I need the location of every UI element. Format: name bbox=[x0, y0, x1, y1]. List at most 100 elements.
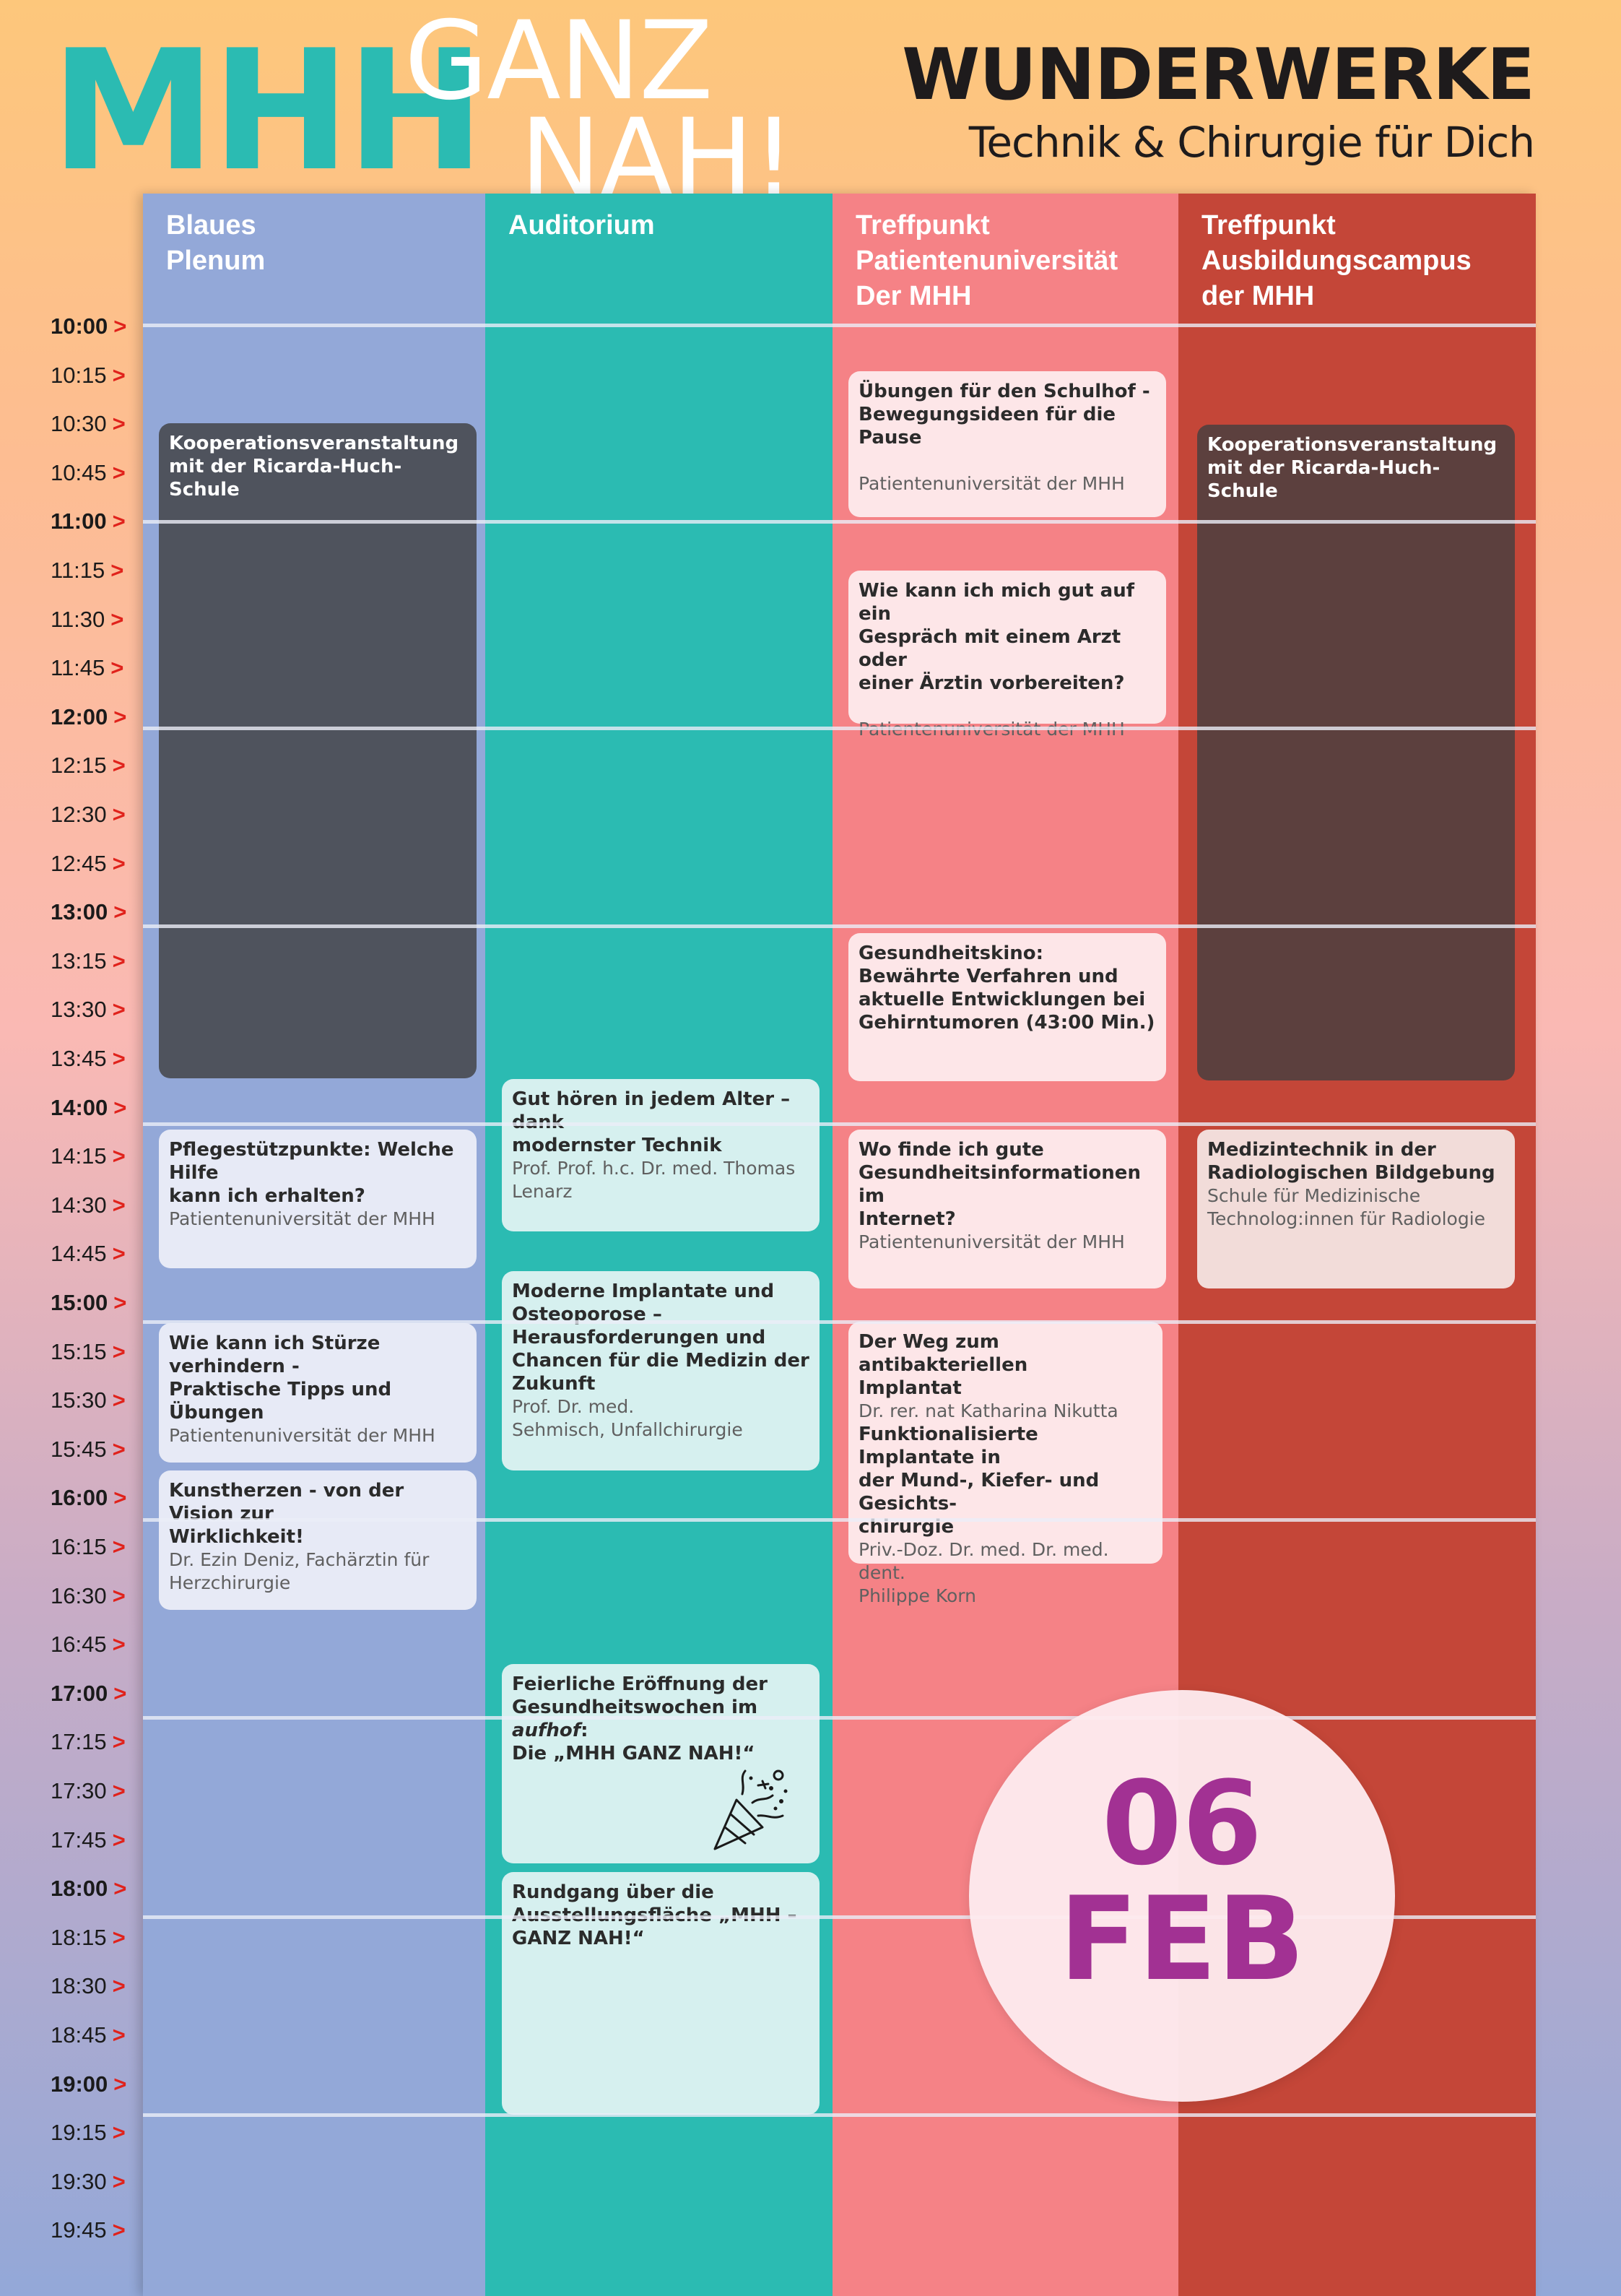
time-label: 13:30 > bbox=[51, 997, 126, 1023]
event-speaker: Patientenuniversität der MHH bbox=[169, 1425, 435, 1446]
time-label: 11:30 > bbox=[51, 606, 124, 632]
event-card[interactable]: Pflegestützpunkte: Welche Hilfe kann ich… bbox=[159, 1130, 477, 1268]
time-label: 12:30 > bbox=[51, 802, 126, 827]
time-label: 17:15 > bbox=[51, 1729, 126, 1755]
event-card[interactable]: Moderne Implantate und Osteoporose – Her… bbox=[502, 1271, 820, 1470]
time-arrow-icon: > bbox=[112, 1192, 126, 1218]
event-card[interactable]: Wo finde ich gute Gesundheitsinformation… bbox=[848, 1130, 1166, 1288]
column-header: Blaues Plenum bbox=[166, 210, 266, 276]
event-speaker: Prof. Dr. med. Sehmisch, Unfallchirurgie bbox=[512, 1396, 743, 1440]
hour-line bbox=[143, 1122, 1536, 1126]
time-label: 16:45 > bbox=[51, 1632, 126, 1658]
time-arrow-icon: > bbox=[113, 2071, 127, 2097]
time-arrow-icon: > bbox=[112, 1632, 126, 1658]
time-label: 13:15 > bbox=[51, 948, 126, 974]
time-label: 17:30 > bbox=[51, 1778, 126, 1803]
hour-line bbox=[143, 1716, 1536, 1720]
event-title: Wie kann ich Stürze verhindern - Praktis… bbox=[169, 1333, 392, 1424]
time-arrow-icon: > bbox=[112, 2217, 126, 2243]
time-label: 19:30 > bbox=[51, 2168, 126, 2194]
time-label: 14:00 > bbox=[51, 1094, 127, 1120]
time-arrow-icon: > bbox=[112, 1387, 126, 1413]
event-speaker: Dr. rer. nat Katharina Nikutta bbox=[859, 1400, 1118, 1421]
event-card[interactable]: Gesundheitskino: Bewährte Verfahren und … bbox=[848, 933, 1166, 1081]
event-card[interactable]: Feierliche Eröffnung der Gesundheitswoch… bbox=[502, 1664, 820, 1863]
logo-mhh: MHH bbox=[51, 15, 485, 208]
column-header: Treffpunkt Ausbildungscampus der MHH bbox=[1201, 210, 1472, 311]
time-arrow-icon: > bbox=[113, 1680, 127, 1706]
hour-line bbox=[143, 2113, 1536, 2117]
time-arrow-icon: > bbox=[113, 313, 127, 339]
time-label: 19:45 > bbox=[51, 2217, 126, 2243]
time-arrow-icon: > bbox=[112, 1534, 126, 1559]
event-card[interactable]: Wie kann ich Stürze verhindern - Praktis… bbox=[159, 1323, 477, 1463]
time-arrow-icon: > bbox=[112, 1241, 126, 1267]
time-arrow-icon: > bbox=[112, 997, 126, 1023]
time-label: 10:15 > bbox=[51, 362, 126, 388]
time-arrow-icon: > bbox=[113, 1876, 127, 1902]
time-arrow-icon: > bbox=[112, 2120, 126, 2146]
time-label: 18:30 > bbox=[51, 1973, 126, 1999]
time-arrow-icon: > bbox=[113, 1290, 127, 1315]
time-arrow-icon: > bbox=[112, 753, 126, 779]
time-arrow-icon: > bbox=[112, 1924, 126, 1950]
event-title: Feierliche Eröffnung der Gesundheitswoch… bbox=[512, 1673, 768, 1764]
event-title: Gesundheitskino: Bewährte Verfahren und … bbox=[859, 943, 1155, 1034]
time-label: 11:15 > bbox=[51, 558, 124, 583]
date-badge: 06 FEB bbox=[969, 1690, 1395, 2102]
time-arrow-icon: > bbox=[112, 948, 126, 974]
event-card[interactable]: Übungen für den Schulhof - Bewegungsidee… bbox=[848, 371, 1166, 517]
event-title: Kooperationsveranstaltung mit der Ricard… bbox=[169, 433, 459, 501]
event-card[interactable]: Kooperationsveranstaltung mit der Ricard… bbox=[159, 423, 477, 1078]
time-label: 16:15 > bbox=[51, 1534, 126, 1559]
time-arrow-icon: > bbox=[112, 1143, 126, 1169]
time-label: 16:00 > bbox=[51, 1485, 127, 1511]
time-label: 14:15 > bbox=[51, 1143, 126, 1169]
event-card[interactable]: Wie kann ich mich gut auf ein Gespräch m… bbox=[848, 571, 1166, 740]
time-arrow-icon: > bbox=[110, 558, 124, 583]
event-card[interactable]: Gut hören in jedem Alter – dank modernst… bbox=[502, 1079, 820, 1231]
event-title: Wo finde ich gute Gesundheitsinformation… bbox=[859, 1139, 1141, 1230]
time-label: 12:00 > bbox=[51, 703, 127, 729]
time-label: 13:00 > bbox=[51, 899, 127, 925]
event-title: WUNDERWERKE bbox=[902, 34, 1535, 116]
time-arrow-icon: > bbox=[113, 703, 127, 729]
event-speaker: Dr. Ezin Deniz, Fachärztin für Herzchiru… bbox=[169, 1549, 430, 1593]
event-title: Pflegestützpunkte: Welche Hilfe kann ich… bbox=[169, 1139, 454, 1207]
event-speaker: Patientenuniversität der MHH bbox=[169, 1208, 435, 1229]
event-card[interactable]: Kunstherzen - von der Vision zur Wirklic… bbox=[159, 1470, 477, 1610]
time-arrow-icon: > bbox=[112, 411, 126, 437]
time-label: 15:15 > bbox=[51, 1338, 126, 1364]
event-speaker: Schule für Medizinische Technolog:innen … bbox=[1207, 1185, 1486, 1229]
hour-line bbox=[143, 520, 1536, 524]
time-label: 17:00 > bbox=[51, 1680, 127, 1706]
time-arrow-icon: > bbox=[112, 1338, 126, 1364]
time-arrow-icon: > bbox=[112, 1778, 126, 1803]
time-label: 15:00 > bbox=[51, 1290, 127, 1315]
time-arrow-icon: > bbox=[110, 655, 124, 681]
event-title: Kunstherzen - von der Vision zur Wirklic… bbox=[169, 1480, 404, 1548]
event-card[interactable]: Kooperationsveranstaltung mit der Ricard… bbox=[1197, 425, 1515, 1080]
time-arrow-icon: > bbox=[112, 1827, 126, 1853]
time-label: 10:30 > bbox=[51, 411, 126, 437]
event-title: Gut hören in jedem Alter – dank modernst… bbox=[512, 1088, 791, 1156]
time-arrow-icon: > bbox=[112, 850, 126, 876]
time-arrow-icon: > bbox=[112, 802, 126, 827]
time-label: 11:45 > bbox=[51, 655, 124, 681]
time-label: 16:30 > bbox=[51, 1582, 126, 1608]
event-card[interactable]: Der Weg zum antibakteriellen Implantat D… bbox=[848, 1322, 1162, 1606]
event-speaker: Prof. Prof. h.c. Dr. med. Thomas Lenarz bbox=[512, 1158, 796, 1202]
time-label: 15:45 > bbox=[51, 1436, 126, 1462]
time-label: 12:45 > bbox=[51, 850, 126, 876]
time-label: 18:45 > bbox=[51, 2022, 126, 2048]
hour-line bbox=[143, 924, 1536, 928]
event-card[interactable]: Rundgang über die Ausstellungsfläche „MH… bbox=[502, 1872, 820, 2115]
time-label: 10:00 > bbox=[51, 313, 127, 339]
event-title: Kooperationsveranstaltung mit der Ricard… bbox=[1207, 434, 1498, 502]
event-card[interactable]: Medizintechnik in der Radiologischen Bil… bbox=[1197, 1130, 1515, 1288]
event-speaker: Patientenuniversität der MHH bbox=[859, 1231, 1125, 1252]
time-arrow-icon: > bbox=[112, 362, 126, 388]
time-label: 12:15 > bbox=[51, 753, 126, 779]
hour-line bbox=[143, 727, 1536, 730]
time-label: 10:45 > bbox=[51, 459, 126, 485]
